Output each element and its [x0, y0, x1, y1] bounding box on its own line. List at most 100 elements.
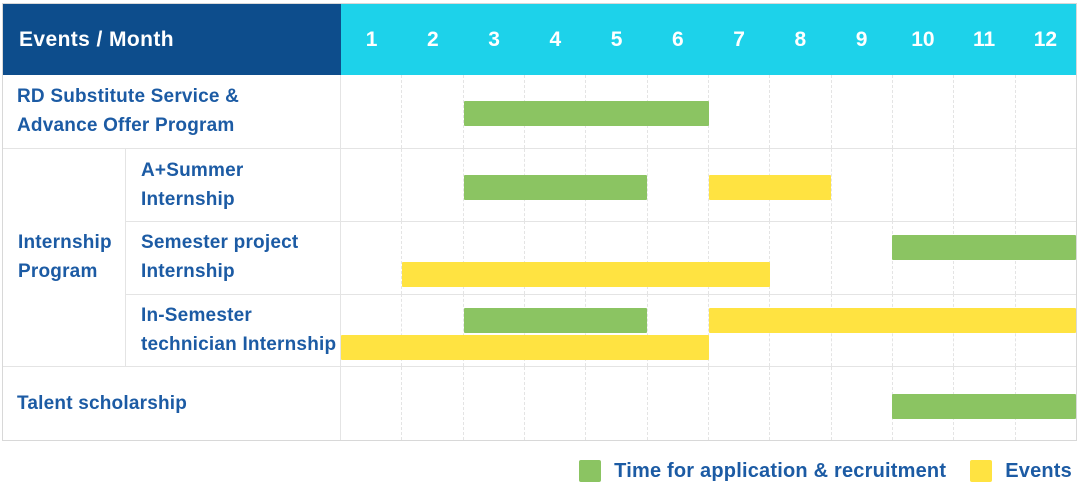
month-header-5: 5	[610, 27, 623, 51]
row-label-line1: Talent scholarship	[17, 393, 188, 415]
gantt-bar-application	[892, 393, 1076, 419]
row-timeline	[341, 221, 1076, 294]
green-swatch-icon	[579, 460, 602, 482]
row-label-line1: A+Summer	[141, 159, 244, 181]
grid-cell	[893, 75, 955, 148]
month-header-7: 7	[733, 27, 745, 51]
grid-cell	[341, 293, 403, 367]
grid-cell	[770, 367, 832, 440]
gantt-bar-event	[402, 262, 770, 288]
grid-cell	[832, 75, 893, 148]
gantt-bar-application	[463, 101, 709, 127]
grid-cell	[586, 148, 648, 222]
grid-cell	[1016, 75, 1076, 148]
legend-item-events: Events	[970, 460, 1072, 483]
gantt-bar-application	[463, 174, 648, 200]
grid-cell	[341, 148, 403, 222]
legend-item-application: Time for application & recruitment	[579, 460, 946, 483]
gantt-bar-event	[708, 174, 831, 200]
group-cell-internship-program	[3, 148, 126, 222]
grid-cell	[525, 221, 587, 294]
grid-cell	[648, 148, 709, 222]
group-label: Internship Program	[3, 228, 112, 286]
month-header-2: 2	[427, 27, 439, 51]
grid-cell	[402, 293, 464, 367]
grid-cell	[464, 221, 525, 294]
grid-cell	[402, 367, 464, 440]
grid-cell	[648, 221, 709, 294]
legend-label: Time for application & recruitment	[614, 459, 947, 482]
month-header-8: 8	[794, 27, 807, 51]
grid-cell	[770, 75, 832, 148]
row-label-line2: Internship	[141, 261, 235, 283]
gantt-bar-event	[708, 308, 1076, 334]
group-label-line2: Program	[18, 261, 98, 283]
grid-cell	[402, 75, 464, 148]
grid-cell	[954, 148, 1016, 222]
row-label-line2: Advance Offer Program	[17, 115, 235, 137]
group-cell-internship-program	[3, 293, 126, 367]
grid-cell	[770, 148, 832, 222]
row-label: In-Semester technician Internship	[126, 293, 341, 367]
month-header-11: 11	[973, 27, 996, 51]
grid-cell	[341, 367, 403, 440]
row-label-line1: RD Substitute Service &	[17, 86, 240, 108]
row-label-line1: In-Semester	[141, 305, 252, 327]
table-body: RD Substitute Service & Advance Offer Pr…	[3, 75, 1076, 440]
grid-cell	[586, 367, 648, 440]
grid-cell	[893, 148, 955, 222]
row-label: A+Summer Internship	[126, 148, 341, 222]
gantt-table: Events / Month 1 2 3 4 5 6 7 8 9 10 11 12 RD Substi…	[2, 3, 1077, 441]
grid-cell	[832, 148, 893, 222]
row-in-semester-technician-internship: In-Semester technician Internship	[3, 293, 1076, 367]
grid-cell	[648, 293, 709, 367]
group-label-line1: Internship	[18, 232, 112, 254]
gantt-bar-application	[892, 235, 1076, 261]
grid-cell	[709, 221, 771, 294]
month-header-10: 10	[911, 27, 935, 51]
row-semester-project-internship: Internship Program Semester project Inte…	[3, 221, 1076, 294]
row-rd-substitute-service: RD Substitute Service & Advance Offer Pr…	[3, 75, 1076, 148]
group-cell-internship-program: Internship Program	[3, 221, 126, 294]
legend-label: Events	[1005, 459, 1072, 482]
row-timeline	[341, 367, 1076, 440]
month-header-3: 3	[488, 27, 500, 51]
grid-cell	[1016, 149, 1076, 222]
grid-cell	[341, 221, 403, 294]
row-timeline	[341, 148, 1076, 222]
grid-cell	[525, 367, 587, 440]
grid-cell	[586, 221, 648, 294]
yellow-swatch-icon	[970, 460, 993, 482]
grid-cell	[832, 221, 893, 294]
row-label-line2: technician Internship	[141, 334, 337, 356]
month-header-4: 4	[549, 27, 562, 51]
grid-cell	[464, 367, 525, 440]
table-header: Events / Month 1 2 3 4 5 6 7 8 9 10 11 12	[3, 4, 1076, 75]
row-label-line2: Internship	[141, 188, 235, 210]
row-label: Talent scholarship	[3, 367, 341, 440]
grid-cell	[709, 367, 771, 440]
row-label: RD Substitute Service & Advance Offer Pr…	[3, 75, 341, 148]
grid-cell	[341, 75, 403, 148]
gantt-bar-application	[463, 308, 648, 334]
grid-cell	[954, 75, 1016, 148]
row-talent-scholarship: Talent scholarship	[3, 366, 1076, 440]
row-a-plus-summer-internship: A+Summer Internship	[3, 147, 1076, 222]
gantt-bar-event	[341, 335, 709, 361]
grid-cell	[709, 75, 771, 148]
row-timeline	[341, 75, 1076, 148]
month-header-row: 1 2 3 4 5 6 7 8 9 10 11 12	[341, 4, 1076, 75]
month-grid	[341, 75, 1076, 148]
month-header-6: 6	[672, 27, 684, 51]
grid-cell	[402, 148, 464, 222]
month-header-9: 9	[855, 27, 868, 51]
row-timeline	[341, 293, 1076, 367]
row-label-line1: Semester project	[141, 232, 299, 254]
grid-cell	[586, 293, 648, 367]
legend: Time for application & recruitment Event…	[579, 456, 1072, 486]
grid-cell	[832, 367, 893, 440]
row-label: Semester project Internship	[126, 221, 341, 294]
grid-cell	[648, 367, 709, 440]
grid-cell	[770, 221, 832, 294]
